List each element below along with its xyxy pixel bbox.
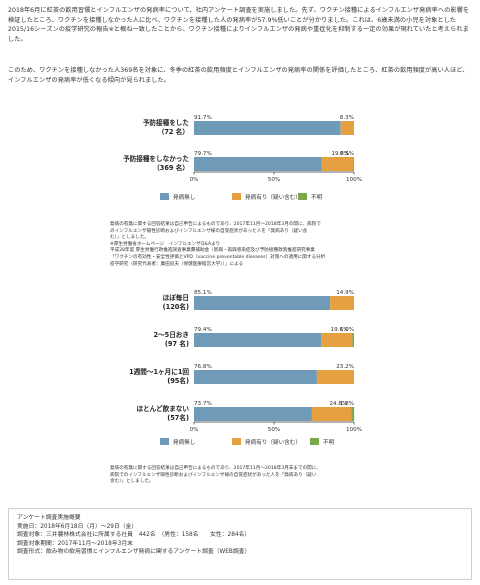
data-label-sick: 8.3% — [340, 115, 354, 121]
data-label-none: 91.7% — [194, 115, 212, 121]
category-count: (97 名) — [165, 339, 189, 348]
data-label-unknown: 1.0% — [340, 327, 354, 333]
bar-segment-sick — [311, 407, 352, 421]
category-label: 1週間～1ヶ月に1回 — [129, 367, 189, 376]
bar-segment-sick — [316, 370, 354, 384]
category-label: 2～5日おき — [153, 330, 189, 339]
data-label-sick: 19.8% — [331, 151, 349, 157]
category-count: (57名) — [167, 413, 189, 422]
data-label-unknown: 0.5% — [340, 151, 354, 157]
note-line: 病院でのインフルエンザ陽性診断およびインフルエンザ様の自覚症状があった人を「発病… — [110, 472, 317, 478]
legend-label: 発病有り（疑い含む） — [245, 193, 301, 201]
survey-period: 調査対象期間：2017年11月～2018年3月末 — [17, 540, 133, 547]
data-label-sick: 14.9% — [336, 290, 354, 296]
bar-segment-none — [194, 157, 322, 171]
legend-label: 不明 — [311, 194, 323, 201]
data-label-sick: 23.2% — [336, 364, 354, 370]
category-label: ほとんど飲まない — [136, 404, 189, 413]
bar-segment-none — [194, 333, 322, 347]
vaccination-chart: 予防接種をした（72 名） 91.7% 8.3% 予防接種をしなかった（369 名） 7… — [123, 115, 362, 201]
note-line: 発病の有無に関する回答結果は自己申告によるものであり、2017年11月～2018… — [110, 466, 321, 471]
survey-title: アンケート調査実施概要 — [17, 515, 81, 521]
legend-swatch — [232, 193, 241, 200]
category-label: 予防接種をした — [143, 118, 190, 127]
bar-segment-none — [194, 296, 331, 310]
survey-subjects: 調査対象：三井農林株式会社に所属する社員 442名 （男性：158名 女性：28… — [17, 532, 251, 539]
bar-segment-none — [194, 370, 317, 384]
legend-label: 発病有り（疑い含む） — [245, 438, 301, 446]
category-count: （72 名） — [158, 127, 189, 136]
bar-segment-unknown — [353, 157, 354, 171]
note-line: 含む）」としました。 — [110, 479, 154, 485]
category-count: (95名) — [167, 376, 189, 385]
legend-swatch — [232, 438, 241, 445]
survey-summary-box: アンケート調査実施概要 実施日：2018年6月18日（月）～29日（金） 調査対… — [8, 508, 472, 580]
x-tick-label: 0% — [190, 427, 199, 433]
data-label-sick: 19.6% — [331, 327, 349, 333]
note-line: ※厚生労働省ホームページ インフルエンザQ&Aより — [110, 241, 221, 247]
note-vaccination: 発病の有無に関する回答結果は自己申告によるものであり、2017年11月～2018… — [110, 222, 380, 268]
legend-swatch — [310, 438, 319, 445]
data-label-sick: 24.6% — [329, 401, 347, 407]
bar-segment-none — [194, 407, 312, 421]
survey-date: 実施日：2018年6月18日（月）～29日（金） — [17, 523, 138, 530]
data-label-none: 79.7% — [194, 151, 212, 157]
note-line: 発病の有無に関する回答結果は自己申告によるものであり、2017年11月～2018… — [110, 222, 321, 227]
bar-segment-unknown — [352, 333, 354, 347]
data-label-none: 85.1% — [194, 290, 212, 296]
bar-segment-sick — [330, 296, 354, 310]
x-tick-label: 100% — [346, 427, 362, 433]
note-line: のインフルエンザ陽性診断およびインフルエンザ様の自覚症状があった人を「発病あり（… — [110, 228, 308, 234]
intro-paragraph-2: このため、ワクチンを接種しなかった人369名を対象に、冬季の紅茶の飲用頻度とイン… — [8, 67, 469, 84]
intro-paragraph-1: 2018年6月に紅茶の飲用習慣とインフルエンザの発病率について、社内アンケート調… — [8, 7, 470, 43]
bar-segment-sick — [321, 333, 353, 347]
legend-label: 不明 — [323, 439, 335, 446]
survey-format: 調査形式：飲み物の飲用習慣とインフルエンザ発病に関するアンケート調査（WEB調査… — [17, 549, 251, 556]
legend-label: 発病無し — [173, 438, 196, 446]
note-line: む）」としました。 — [110, 235, 150, 241]
category-label: ほぼ毎日 — [163, 293, 189, 302]
bar-segment-none — [194, 121, 341, 135]
category-count: （369 名） — [153, 163, 189, 172]
legend-swatch — [160, 193, 169, 200]
legend-swatch — [298, 193, 307, 200]
bar-segment-sick — [321, 157, 354, 171]
note-line: 「ワクチンの有効性・安全性評価とVPD（vaccine preventable … — [110, 254, 326, 260]
data-label-none: 79.4% — [194, 327, 212, 333]
legend-swatch — [160, 438, 169, 445]
x-tick-label: 50% — [268, 427, 280, 433]
data-label-none: 76.8% — [194, 364, 212, 370]
note-line: 平成28年度 厚生労働行政推進調査事業費補助金（新興・再興感染症及び予防接種政策… — [110, 248, 315, 254]
tea-frequency-chart: ほぼ毎日(120名) 85.1% 14.9% 2～5日おき(97 名) 79.4% 19.… — [129, 290, 362, 446]
bar-segment-sick — [340, 121, 354, 135]
legend-label: 発病無し — [173, 193, 196, 201]
x-tick-label: 100% — [346, 177, 362, 183]
x-tick-label: 0% — [190, 177, 199, 183]
note-line: 疫学研究（研究代表者：廣田良夫（保健医療経営大学））」による — [110, 261, 244, 267]
bar-segment-unknown — [351, 407, 355, 421]
note-tea: 発病の有無に関する回答結果は自己申告によるものであり、2017年11月～2018… — [110, 466, 380, 486]
category-count: (120名) — [163, 302, 189, 311]
data-label-none: 73.7% — [194, 401, 212, 407]
x-tick-label: 50% — [268, 177, 280, 183]
data-label-unknown: 1.8% — [340, 401, 354, 407]
category-label: 予防接種をしなかった — [123, 154, 189, 163]
